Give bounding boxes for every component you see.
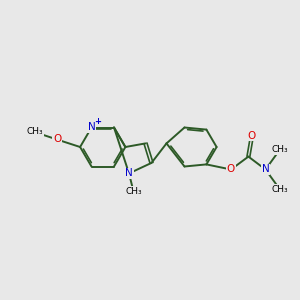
Text: +: + (94, 117, 102, 126)
Text: O: O (53, 134, 61, 145)
Text: N: N (262, 164, 269, 175)
Text: N: N (125, 168, 133, 178)
Text: O: O (227, 164, 235, 175)
Text: CH₃: CH₃ (26, 128, 43, 136)
Text: O: O (248, 130, 256, 141)
Text: CH₃: CH₃ (271, 146, 288, 154)
Text: CH₃: CH₃ (271, 184, 288, 194)
Text: N: N (88, 122, 95, 133)
Text: CH₃: CH₃ (125, 187, 142, 196)
